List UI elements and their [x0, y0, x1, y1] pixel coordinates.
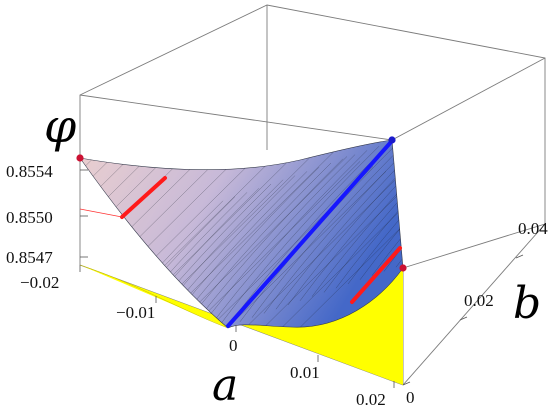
- surface-mesh-line: [254, 185, 403, 328]
- surface-mesh-line: [143, 171, 308, 328]
- x-axis: −0.02 −0.01 0 0.01 0.02 a: [20, 265, 395, 409]
- surface-mesh-line: [371, 140, 403, 276]
- z-tick-label: 0.8554: [6, 162, 53, 181]
- point-right: [399, 264, 407, 272]
- z-tick-label: 0.8547: [6, 248, 53, 267]
- surface-mesh-line: [215, 146, 380, 328]
- y-axis: 0 0.02 0.04 b: [402, 219, 548, 407]
- surface-mesh-line: [383, 140, 403, 272]
- surface: [0, 43, 404, 329]
- surface-mesh-line: [80, 140, 218, 276]
- x-tick-label: 0.02: [356, 390, 386, 409]
- surface-mesh-line: [311, 140, 403, 297]
- point-top: [388, 136, 396, 144]
- surface-mesh-line: [155, 167, 320, 328]
- surface-mesh-line: [131, 175, 296, 328]
- surface-mesh-line: [176, 156, 348, 325]
- surface-mesh-line: [203, 150, 368, 328]
- surface-mesh-line: [163, 151, 335, 320]
- y-axis-label: b: [513, 278, 541, 329]
- surface-mesh-line: [335, 140, 403, 289]
- surface-mesh-line: [251, 140, 403, 318]
- surface-mesh-line: [80, 140, 205, 271]
- surface-mesh-line: [189, 161, 361, 328]
- surface-mesh-line: [299, 140, 403, 301]
- surface-mesh-line: [0, 43, 48, 211]
- surface-mesh-line: [227, 141, 392, 327]
- surface-mesh-line: [80, 140, 192, 266]
- surface-mesh-line: [395, 140, 403, 268]
- surface-mesh-line: [275, 140, 403, 310]
- surface-mesh-line: [241, 180, 403, 328]
- x-axis-label: a: [212, 360, 238, 409]
- surface-mesh-line: [215, 171, 387, 328]
- z-axis: 0.8554 0.8550 0.8547 φ: [6, 99, 88, 267]
- surface-mesh-line: [347, 140, 403, 285]
- surface-mesh-line: [267, 190, 403, 328]
- red-line-left: [120, 176, 167, 219]
- surface-mesh-line: [359, 140, 403, 280]
- surface-mesh-line: [119, 179, 284, 328]
- surface-mesh-line: [228, 176, 400, 328]
- z-tick-label: 0.8550: [6, 208, 53, 227]
- red-line-right: [350, 246, 402, 304]
- blue-line: [226, 140, 393, 328]
- y-tick-label: 0.04: [518, 219, 548, 238]
- point-left: [76, 154, 84, 162]
- red-guide-line: [79, 208, 123, 218]
- surface-mesh-line: [107, 183, 272, 328]
- x-tick-label: 0.01: [290, 363, 320, 382]
- z-axis-label: φ: [44, 99, 77, 153]
- x-tick-label: −0.01: [116, 303, 155, 322]
- y-tick-label: 0.02: [464, 291, 494, 310]
- x-tick-label: 0: [229, 336, 238, 355]
- x-tick-label: −0.02: [20, 273, 59, 292]
- y-tick-label: 0: [406, 388, 415, 407]
- surface-mesh-line: [287, 140, 403, 306]
- surface-mesh-line: [323, 140, 403, 293]
